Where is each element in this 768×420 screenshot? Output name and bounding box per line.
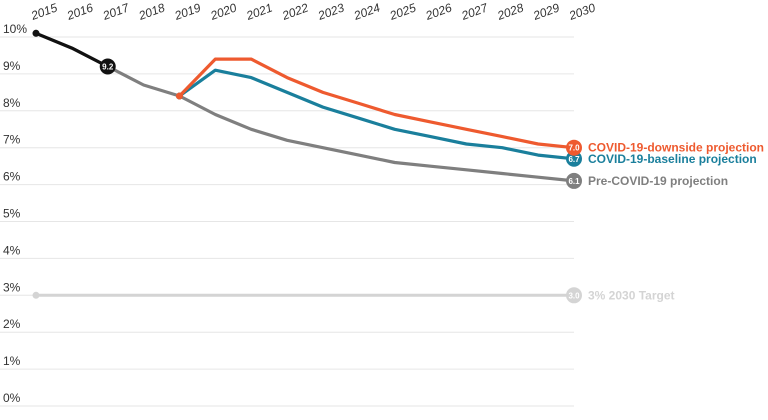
y-tick-label: 8% [3, 96, 21, 110]
series-line-covid-19-downside-projection [177, 57, 576, 150]
end-badge-pre-covid-19-projection [566, 172, 582, 189]
x-tick-label: 2027 [459, 0, 491, 23]
x-tick-label: 2025 [387, 0, 418, 23]
x-tick-label: 2022 [279, 0, 310, 23]
series-label-covid-19-downside-projection: COVID-19-downside projection [588, 141, 764, 155]
series-lines [32, 29, 576, 299]
series-label-pre-covid-19-projection: Pre-COVID-19 projection [588, 174, 728, 188]
series-line-pre-covid-19-projection [34, 31, 576, 183]
series-line-covid-19-baseline-projection [177, 68, 576, 161]
end-value-3-2030-target: 3.0 [568, 291, 580, 300]
historical-end-value: 9.2 [102, 63, 114, 72]
y-axis-ticks: 0% 1% 2% 3% 4% 5% 6% 7% 8% 9% 10% [3, 22, 27, 405]
y-tick-label: 3% [3, 280, 21, 294]
x-tick-label: 2023 [315, 0, 346, 23]
x-tick-label: 2029 [530, 0, 561, 23]
series-start-point [175, 92, 183, 100]
historical-end-badge [99, 58, 116, 75]
end-value-covid-19-baseline-projection: 6.7 [568, 155, 580, 164]
gridlines [0, 36, 574, 407]
y-tick-label: 6% [3, 170, 21, 184]
y-tick-label: 2% [3, 317, 21, 331]
y-tick-label: 0% [3, 391, 21, 405]
x-tick-label: 2028 [495, 0, 526, 23]
series-label-3-2030-target: 3% 2030 Target [588, 288, 675, 302]
x-tick-label: 2021 [243, 1, 274, 24]
x-tick-label: 2030 [566, 0, 597, 23]
y-tick-label: 7% [3, 133, 21, 147]
y-tick-label: 9% [3, 59, 21, 73]
end-value-covid-19-downside-projection: 7.0 [568, 144, 580, 153]
x-tick-label: 2026 [423, 0, 454, 23]
x-tick-label: 2020 [208, 0, 239, 23]
x-tick-label: 2016 [64, 0, 95, 23]
x-tick-label: 2019 [172, 0, 203, 23]
series-start-point [32, 291, 40, 299]
series-line-historical [34, 31, 110, 69]
y-tick-label: 4% [3, 243, 21, 257]
y-tick-label: 5% [3, 207, 21, 221]
x-axis-ticks: 2015 2016 2017 2018 2019 2020 2021 2022 2023 2024… [28, 0, 597, 23]
x-tick-label: 2024 [351, 0, 382, 23]
end-value-pre-covid-19-projection: 6.1 [568, 177, 580, 186]
end-badge-3-2030-target [566, 287, 582, 304]
x-tick-label: 2015 [28, 0, 59, 23]
end-badge-covid-19-baseline-projection [566, 150, 582, 167]
series-labels: 3% 2030 Target Pre-COVID-19 projection COV… [588, 141, 764, 303]
x-tick-label: 2017 [100, 0, 132, 23]
end-badges: 9.2 3.0 6.1 6.7 7.0 [99, 58, 582, 304]
end-badge-covid-19-downside-projection [566, 139, 582, 156]
historical-start-point [32, 29, 40, 37]
series-label-covid-19-baseline-projection: COVID-19-baseline projection [588, 152, 757, 166]
y-tick-label: 10% [3, 22, 27, 36]
x-tick-label: 2018 [136, 0, 167, 23]
y-tick-label: 1% [3, 354, 21, 368]
